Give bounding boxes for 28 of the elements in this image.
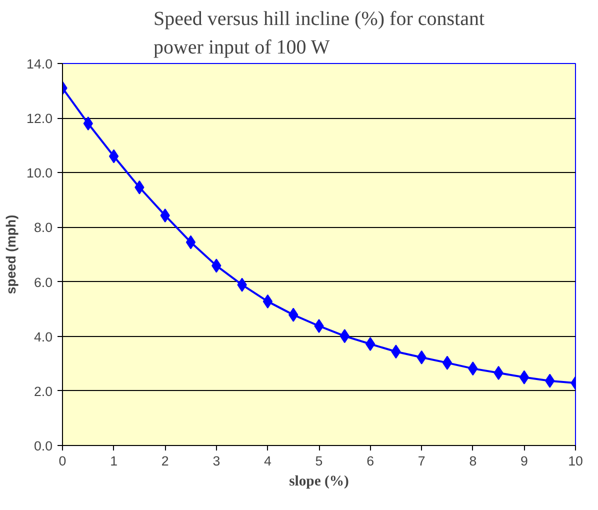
y-tick-label: 4.0 bbox=[34, 329, 53, 344]
x-axis-title: slope (%) bbox=[289, 474, 350, 490]
point bbox=[186, 235, 196, 250]
x-tick-label: 5 bbox=[315, 454, 323, 468]
x-tick-label: 4 bbox=[264, 454, 272, 468]
x-tick-label: 2 bbox=[161, 454, 169, 468]
point bbox=[365, 336, 376, 351]
x-tick-label: 6 bbox=[366, 454, 374, 468]
y-tick-label: 0.0 bbox=[34, 438, 53, 454]
chart-title: Speed versus hill incline (%) for constant power input of 100 W bbox=[153, 8, 485, 58]
x-tick-label: 3 bbox=[212, 454, 220, 468]
x-tick-label: 1 bbox=[110, 454, 118, 468]
y-tick-label: 12.0 bbox=[26, 111, 53, 126]
point bbox=[442, 356, 452, 370]
point bbox=[519, 370, 530, 384]
point bbox=[262, 294, 273, 308]
y-tick-label: 8.0 bbox=[34, 220, 53, 236]
y-axis-title: speed (mph) bbox=[4, 214, 19, 294]
x-tick-label: 10 bbox=[568, 454, 583, 468]
y-tick-label: 10.0 bbox=[26, 166, 53, 181]
x-tick-label: 8 bbox=[469, 454, 477, 468]
x-tick-label: 0 bbox=[58, 454, 66, 468]
y-tick-label: 14.0 bbox=[26, 56, 53, 72]
point bbox=[108, 149, 119, 164]
x-tick-label: 9 bbox=[520, 454, 528, 468]
y-tick-label: 2.0 bbox=[34, 384, 53, 399]
y-tick-label: 6.0 bbox=[34, 274, 53, 290]
x-tick-label: 7 bbox=[418, 454, 426, 468]
